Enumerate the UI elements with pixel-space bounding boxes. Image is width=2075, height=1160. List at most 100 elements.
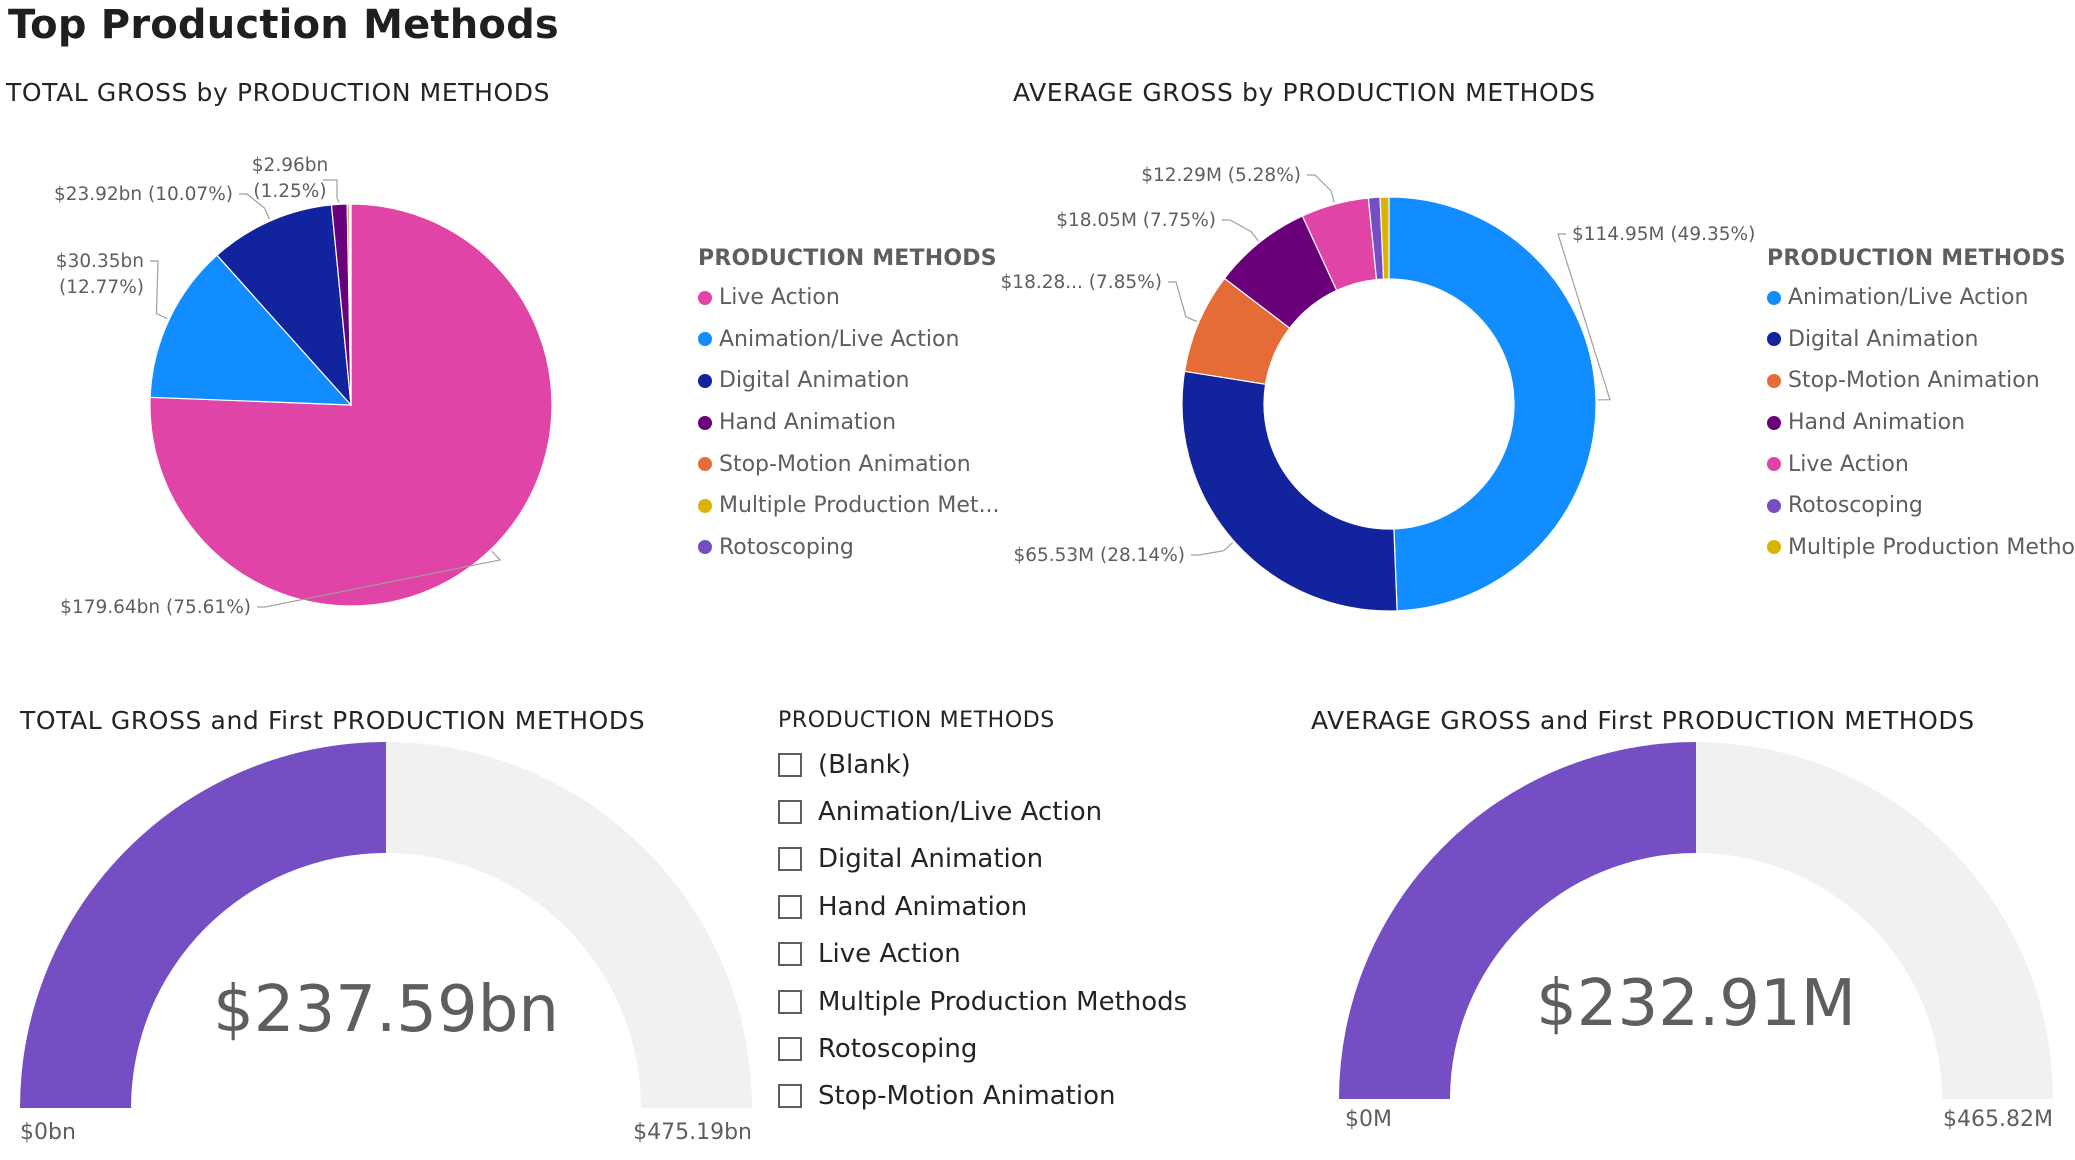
checkbox[interactable] (778, 800, 802, 824)
legend-dot-icon (698, 499, 712, 513)
gauge-max-label: $465.82M (1943, 1107, 2053, 1132)
slicer-item-hand-animation[interactable]: Hand Animation (778, 883, 1187, 930)
checkbox[interactable] (778, 1084, 802, 1108)
legend-item-animation-live-action[interactable]: Animation/Live Action (1767, 277, 2075, 319)
checkbox[interactable] (778, 895, 802, 919)
legend-dot-icon (1767, 291, 1781, 305)
legend-item-stop-motion-animation[interactable]: Stop-Motion Animation (1767, 360, 2075, 402)
gauge-value-arc[interactable] (1339, 742, 1696, 1099)
legend-dot-icon (698, 540, 712, 554)
legend-label: Hand Animation (719, 410, 896, 435)
legend-label: Hand Animation (1788, 410, 1965, 435)
legend-label: Stop-Motion Animation (1788, 368, 2040, 393)
average-gross-gauge: $232.91M $0M $465.82M (1320, 730, 2075, 1160)
checkbox[interactable] (778, 1037, 802, 1061)
production-methods-slicer: PRODUCTION METHODS (Blank) Animation/Live… (778, 708, 1187, 1120)
legend-item-stop-motion-animation[interactable]: Stop-Motion Animation (698, 443, 1000, 485)
slicer-item-label: Live Action (818, 939, 961, 969)
legend-label: Stop-Motion Animation (719, 452, 971, 477)
legend-label: Animation/Live Action (1788, 285, 2028, 310)
checkbox[interactable] (778, 753, 802, 777)
leader-line-stop-motion-animation (1168, 282, 1197, 322)
data-label-animation-live-action: $30.35bn(12.77%) (56, 251, 144, 298)
legend-label: Multiple Production Methods (1788, 535, 2075, 560)
data-label-hand-animation: $18.05M (7.75%) (1056, 210, 1216, 231)
checkbox[interactable] (778, 942, 802, 966)
slicer-item-animation-live-action[interactable]: Animation/Live Action (778, 788, 1187, 835)
slicer-item-label: Hand Animation (818, 892, 1027, 922)
gauge-max-label: $475.19bn (633, 1120, 752, 1145)
data-label-digital-animation: $23.92bn (10.07%) (54, 184, 233, 205)
slicer-item-stop-motion-animation[interactable]: Stop-Motion Animation (778, 1073, 1187, 1120)
legend-item-multiple-production-methods[interactable]: Multiple Production Met... (698, 485, 1000, 527)
legend-title: PRODUCTION METHODS (1767, 246, 2075, 271)
legend-item-digital-animation[interactable]: Digital Animation (698, 360, 1000, 402)
data-label-live-action: $179.64bn (75.61%) (60, 597, 251, 618)
legend-dot-icon (1767, 499, 1781, 513)
legend-item-live-action[interactable]: Live Action (698, 277, 1000, 319)
slice-digital-animation[interactable] (1182, 371, 1397, 611)
total-gross-legend: PRODUCTION METHODS Live Action Animation/… (698, 246, 1000, 568)
legend-label: Animation/Live Action (719, 327, 959, 352)
data-label-live-action: $12.29M (5.28%) (1141, 165, 1301, 186)
average-gross-donut-chart: $114.95M (49.35%)$65.53M (28.14%)$18.28.… (1005, 110, 1765, 650)
legend-item-animation-live-action[interactable]: Animation/Live Action (698, 319, 1000, 361)
legend-dot-icon (1767, 374, 1781, 388)
legend-label: Rotoscoping (1788, 493, 1923, 518)
legend-item-digital-animation[interactable]: Digital Animation (1767, 319, 2075, 361)
legend-label: Live Action (1788, 452, 1909, 477)
legend-dot-icon (1767, 540, 1781, 554)
legend-dot-icon (698, 374, 712, 388)
average-gross-legend: PRODUCTION METHODS Animation/Live Action… (1767, 246, 2075, 568)
gauge-value-label: $237.59bn (213, 973, 559, 1047)
legend-dot-icon (698, 332, 712, 346)
average-gross-donut-title: AVERAGE GROSS by PRODUCTION METHODS (1013, 78, 1596, 107)
slicer-item-digital-animation[interactable]: Digital Animation (778, 836, 1187, 883)
legend-item-live-action[interactable]: Live Action (1767, 443, 2075, 485)
checkbox[interactable] (778, 990, 802, 1014)
legend-label: Rotoscoping (719, 535, 854, 560)
checkbox[interactable] (778, 847, 802, 871)
legend-label: Live Action (719, 285, 840, 310)
slicer-item-label: Multiple Production Methods (818, 987, 1187, 1017)
legend-dot-icon (1767, 416, 1781, 430)
legend-title: PRODUCTION METHODS (698, 246, 1000, 271)
leader-line-digital-animation (1191, 543, 1233, 555)
slicer-item-live-action[interactable]: Live Action (778, 931, 1187, 978)
legend-label: Digital Animation (1788, 327, 1979, 352)
leader-line-live-action (1307, 175, 1334, 202)
slicer-item-label: Rotoscoping (818, 1034, 977, 1064)
data-label-animation-live-action: $114.95M (49.35%) (1572, 224, 1755, 245)
legend-dot-icon (1767, 332, 1781, 346)
legend-item-rotoscoping[interactable]: Rotoscoping (1767, 485, 2075, 527)
legend-dot-icon (1767, 457, 1781, 471)
slicer-item-label: Digital Animation (818, 844, 1043, 874)
legend-item-rotoscoping[interactable]: Rotoscoping (698, 527, 1000, 569)
slicer-item-label: (Blank) (818, 750, 911, 780)
leader-line-hand-animation (1222, 220, 1258, 241)
legend-label: Multiple Production Met... (719, 493, 1000, 518)
legend-dot-icon (698, 291, 712, 305)
slicer-item-multiple-production-methods[interactable]: Multiple Production Methods (778, 978, 1187, 1025)
gauge-value-label: $232.91M (1536, 967, 1856, 1041)
gauge-min-label: $0bn (20, 1120, 76, 1145)
total-gross-gauge: $237.59bn $0bn $475.19bn (0, 730, 760, 1160)
total-gross-pie-title: TOTAL GROSS by PRODUCTION METHODS (6, 78, 550, 107)
legend-dot-icon (698, 457, 712, 471)
gauge-min-label: $0M (1345, 1107, 1392, 1132)
slicer-title: PRODUCTION METHODS (778, 708, 1187, 733)
slicer-item-blank[interactable]: (Blank) (778, 741, 1187, 788)
total-gross-pie-chart: $179.64bn (75.61%) $30.35bn(12.77%) $23.92… (0, 110, 690, 650)
gauge-value-arc[interactable] (20, 742, 386, 1108)
legend-label: Digital Animation (719, 368, 910, 393)
legend-item-hand-animation[interactable]: Hand Animation (1767, 402, 2075, 444)
legend-item-hand-animation[interactable]: Hand Animation (698, 402, 1000, 444)
legend-dot-icon (698, 416, 712, 430)
slicer-item-label: Stop-Motion Animation (818, 1081, 1115, 1111)
legend-item-multiple-production-methods[interactable]: Multiple Production Methods (1767, 527, 2075, 569)
slicer-item-label: Animation/Live Action (818, 797, 1102, 827)
slicer-item-rotoscoping[interactable]: Rotoscoping (778, 1025, 1187, 1072)
data-label-digital-animation: $65.53M (28.14%) (1013, 545, 1185, 566)
slice-animation-live-action[interactable] (1389, 197, 1596, 611)
page-title: Top Production Methods (8, 2, 559, 48)
